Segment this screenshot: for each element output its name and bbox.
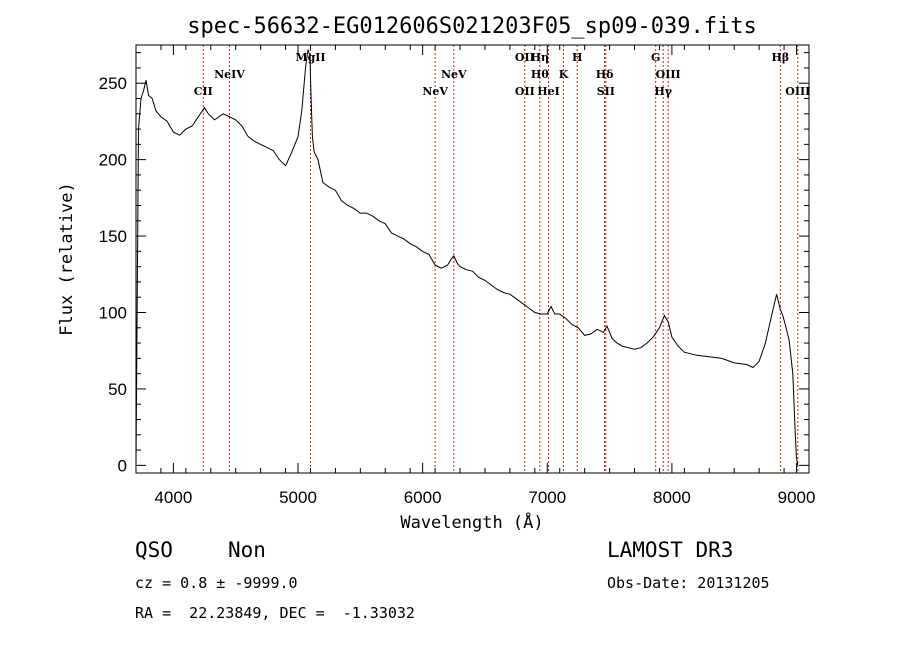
survey-name: LAMOST DR3 xyxy=(607,538,734,562)
emission-line-label: K xyxy=(559,68,569,81)
emission-line-label: OII xyxy=(515,85,535,98)
emission-line-label: MgII xyxy=(295,51,325,64)
spectrum-line xyxy=(135,49,799,466)
x-tick-label: 6000 xyxy=(404,488,442,507)
emission-line-label: Hθ xyxy=(531,68,549,81)
x-axis-label: Wavelength (Å) xyxy=(400,511,543,533)
emission-line-label: G xyxy=(651,51,660,64)
x-tick-label: 9000 xyxy=(778,488,816,507)
redshift-cz: cz = 0.8 ± -9999.0 xyxy=(135,574,298,592)
emission-line-label: NeV xyxy=(441,68,467,81)
emission-line-label: SII xyxy=(597,85,615,98)
emission-line-label: Hγ xyxy=(654,85,672,98)
emission-line-label: Hβ xyxy=(771,51,789,64)
emission-line-label: NeIV xyxy=(214,68,245,81)
emission-line-label: Hη xyxy=(531,51,549,64)
emission-line-label: Hδ xyxy=(596,68,614,81)
emission-line-label: OIII xyxy=(656,68,681,81)
emission-line-labels: CIINeIVMgIINeVNeVOIIOIIHηHθHeIKHHδSIIGOI… xyxy=(194,51,811,98)
y-tick-label: 100 xyxy=(99,304,127,323)
x-axis: 4000 5000 6000 7000 8000 9000 xyxy=(135,45,816,507)
emission-line-label: NeV xyxy=(422,85,448,98)
emission-line-label: H xyxy=(572,51,582,64)
y-axis: 0 50 100 150 200 250 xyxy=(99,52,809,475)
y-tick-label: 0 xyxy=(118,456,127,475)
object-subclass: Non xyxy=(228,538,266,562)
ra-dec-coordinates: RA = 22.23849, DEC = -1.33032 xyxy=(135,604,415,622)
emission-line-label: OIII xyxy=(785,85,810,98)
object-class: QSO xyxy=(135,538,173,562)
emission-line-label: OII xyxy=(515,51,535,64)
observation-date: Obs-Date: 20131205 xyxy=(607,574,770,592)
emission-line-markers xyxy=(202,45,799,473)
x-tick-label: 4000 xyxy=(154,488,192,507)
chart-title: spec-56632-EG012606S021203F05_sp09-039.f… xyxy=(187,14,757,39)
y-axis-label: Flux (relative) xyxy=(57,182,77,336)
emission-line-label: CII xyxy=(194,85,213,98)
y-tick-label: 250 xyxy=(99,74,127,93)
x-tick-label: 7000 xyxy=(528,488,566,507)
emission-line-label: HeI xyxy=(537,85,560,98)
y-tick-label: 150 xyxy=(99,227,127,246)
y-tick-label: 50 xyxy=(108,380,127,399)
plot-frame xyxy=(135,44,810,474)
x-tick-label: 5000 xyxy=(279,488,317,507)
x-tick-label: 8000 xyxy=(653,488,691,507)
y-tick-label: 200 xyxy=(99,151,127,170)
